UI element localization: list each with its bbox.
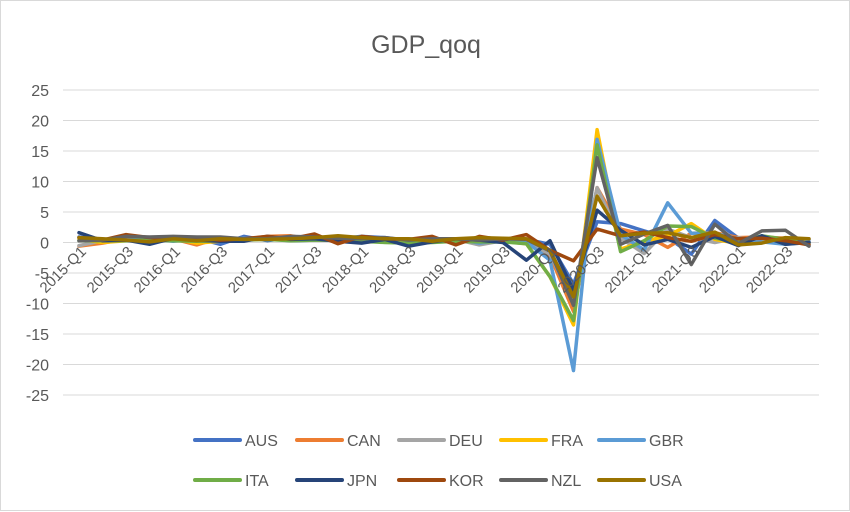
y-tick-label: -25 [26,388,49,405]
series-lines [77,127,811,373]
legend-label-nzl: NZL [551,473,581,490]
x-tick-label: 2019-Q3 [460,243,513,296]
y-tick-label: -5 [35,266,49,283]
legend: AUS CAN DEU FRA GBR ITA JPN KOR NZL USA [193,433,684,490]
series-line-usa [77,194,811,299]
y-tick-label: 15 [31,144,49,161]
y-tick-label: 10 [31,175,49,192]
legend-label-kor: KOR [449,473,484,490]
legend-label-aus: AUS [245,433,278,450]
y-tick-label: -15 [26,327,49,344]
y-tick-label: 25 [31,83,49,100]
chart-title: GDP_qoq [371,31,481,59]
legend-label-fra: FRA [551,433,583,450]
x-tick-label: 2021-Q1 [602,243,655,296]
legend-label-usa: USA [649,473,682,490]
x-tick-label: 2018-Q1 [319,243,372,296]
x-axis-ticks: 2015-Q12015-Q32016-Q12016-Q32017-Q12017-… [37,243,797,296]
x-tick-label: 2016-Q1 [131,243,184,296]
y-tick-label: 5 [40,205,49,222]
x-tick-label: 2021-Q3 [649,243,702,296]
legend-label-gbr: GBR [649,433,684,450]
x-tick-label: 2017-Q3 [272,243,325,296]
y-tick-label: -20 [26,358,49,375]
y-axis-ticks: 25 20 15 10 5 0 -5 -10 -15 -20 -25 [26,83,49,405]
x-tick-label: 2018-Q3 [366,243,419,296]
x-tick-label: 2016-Q3 [178,243,231,296]
legend-label-deu: DEU [449,433,483,450]
legend-label-can: CAN [347,433,381,450]
legend-label-ita: ITA [245,473,269,490]
x-tick-label: 2022-Q3 [743,243,796,296]
x-tick-label: 2017-Q1 [225,243,278,296]
y-tick-label: -10 [26,297,49,314]
x-tick-label: 2022-Q1 [696,243,749,296]
y-tick-label: 20 [31,114,49,131]
x-tick-label: 2019-Q1 [413,243,466,296]
legend-label-jpn: JPN [347,473,377,490]
x-tick-label: 2015-Q3 [84,243,137,296]
y-tick-label: 0 [40,236,49,253]
